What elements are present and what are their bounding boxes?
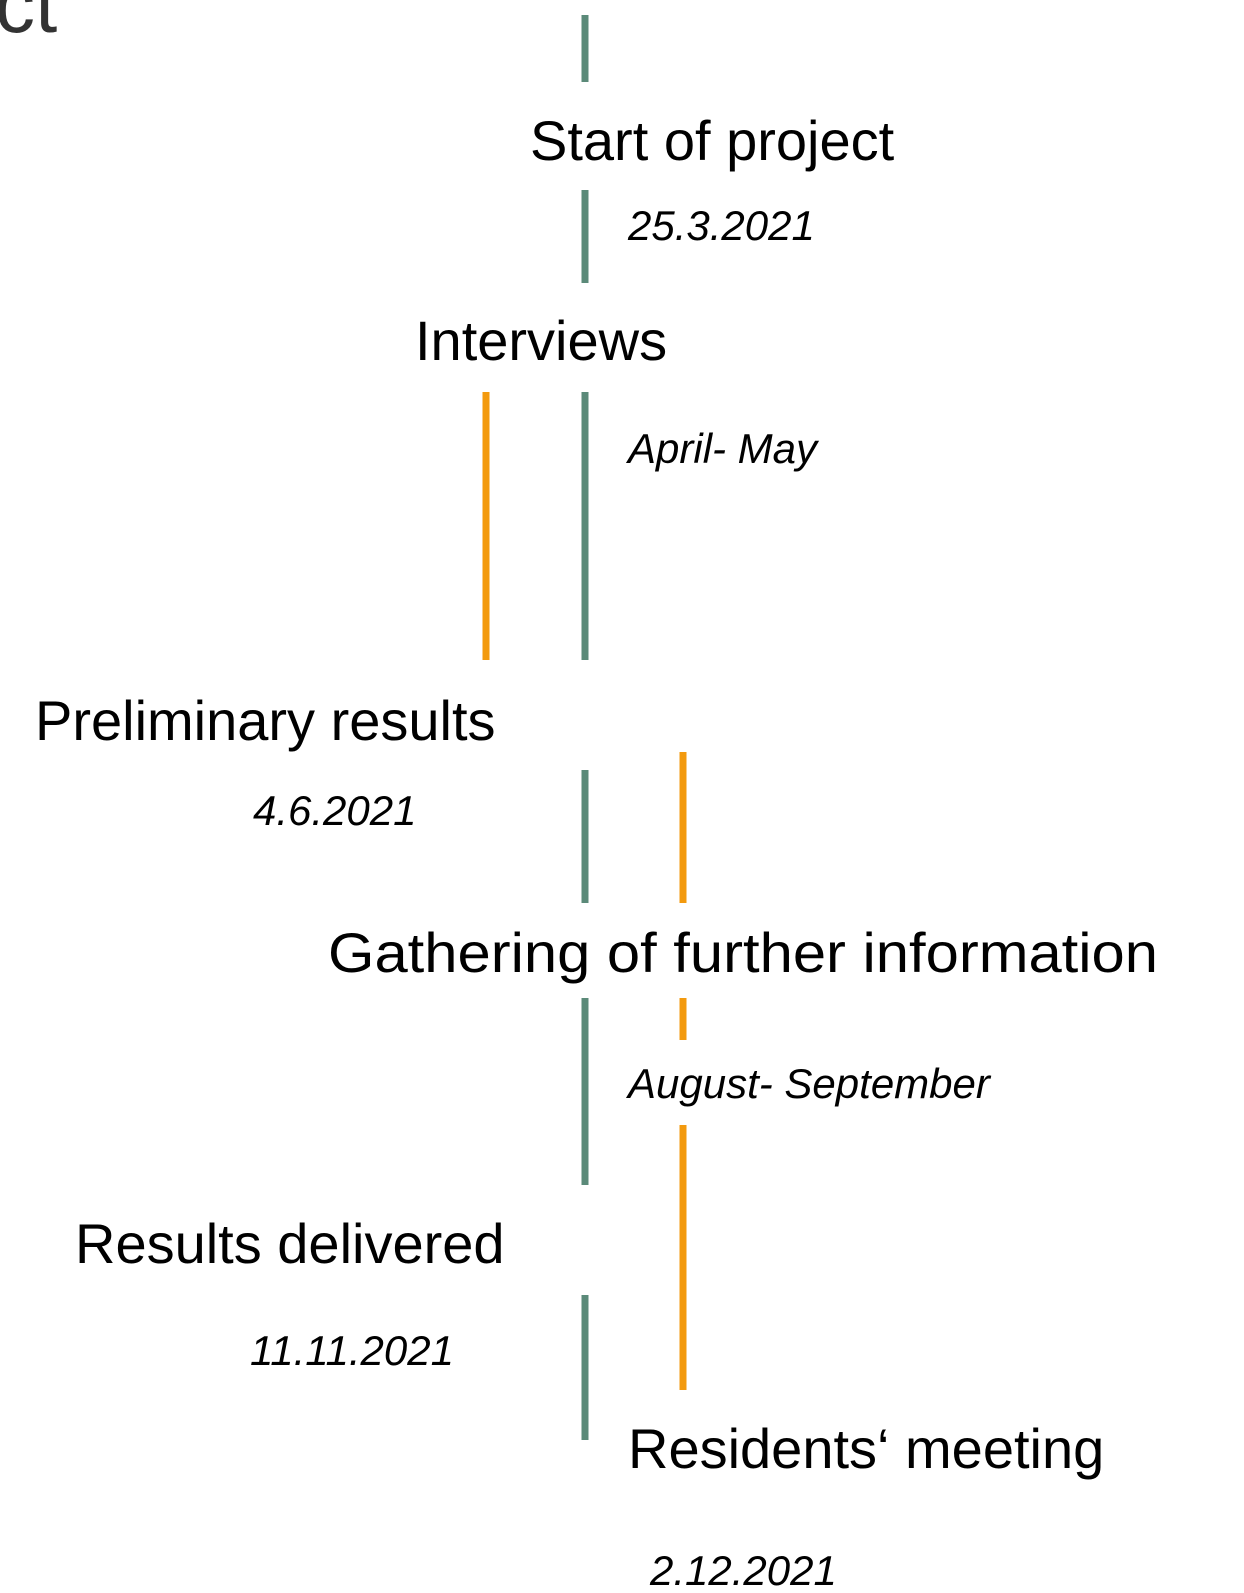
orange-lines	[482, 392, 687, 1390]
event-date: August- September	[625, 1060, 992, 1107]
event-title: Start of project	[530, 109, 895, 172]
event-date: 2.12.2021	[649, 1547, 837, 1593]
event-date: 11.11.2021	[250, 1327, 454, 1374]
corner-text: ct	[0, 0, 57, 49]
event-title: Residents‘ meeting	[628, 1417, 1104, 1480]
event-title: Results delivered	[75, 1212, 505, 1275]
event-date: 4.6.2021	[253, 787, 417, 834]
event-title: Interviews	[415, 309, 667, 372]
event-title: Gathering of further information	[328, 921, 1158, 984]
event-title: Preliminary results	[35, 689, 496, 752]
event-date: April- May	[625, 425, 820, 472]
event-date: 25.3.2021	[627, 202, 815, 249]
